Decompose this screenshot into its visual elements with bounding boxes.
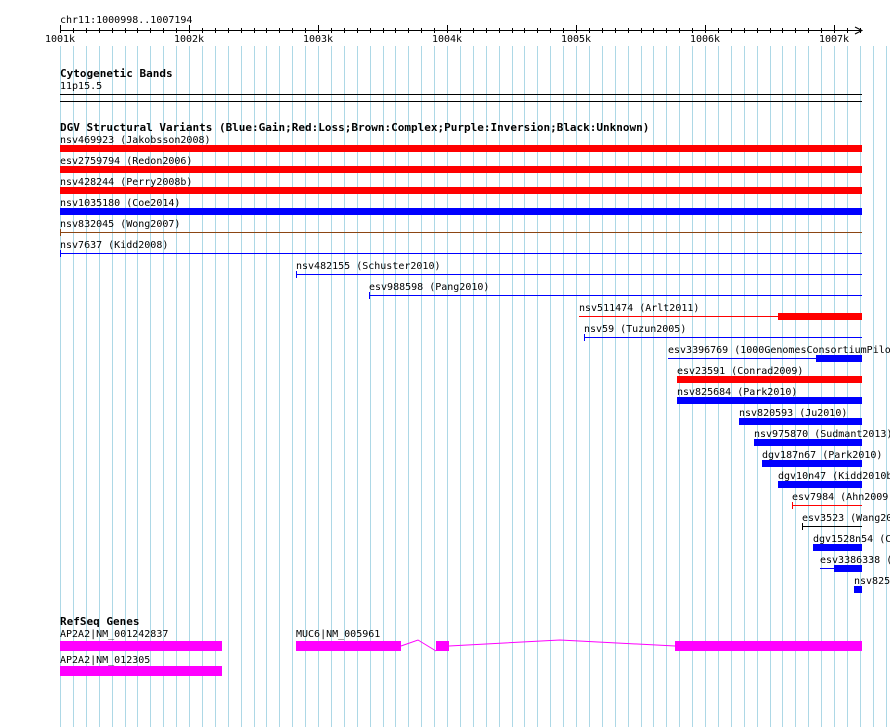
variant-label[interactable]: dgv10n47 (Kidd2010b — [778, 471, 890, 482]
variant-bar — [677, 397, 862, 404]
variant-bar — [834, 565, 862, 572]
variant-label[interactable]: esv3523 (Wang20 — [802, 513, 890, 524]
variant-label[interactable]: nsv832045 (Wong2007) — [60, 219, 181, 230]
variant-label[interactable]: nsv482155 (Schuster2010) — [296, 261, 441, 272]
ruler-tick: 1006k — [689, 34, 721, 45]
variant-label[interactable]: nsv825684 (Park2010) — [677, 387, 798, 398]
variant-bar — [762, 460, 862, 467]
ruler-tick: 1004k — [431, 34, 463, 45]
ruler-tick: 1007k — [818, 34, 850, 45]
variant-label[interactable]: nsv825 — [854, 576, 890, 587]
variant-label[interactable]: nsv511474 (Arlt2011) — [579, 303, 700, 314]
gene-exon — [436, 641, 449, 651]
gene-intron — [400, 639, 437, 652]
gene-exon — [675, 641, 862, 651]
gene-exon — [296, 641, 401, 651]
ruler-tick: 1001k — [44, 34, 76, 45]
variant-bar — [816, 355, 862, 362]
cytoband-label: 11p15.5 — [60, 81, 103, 92]
variant-label[interactable]: nsv975870 (Sudmant2013) — [754, 429, 890, 440]
gene-label[interactable]: AP2A2|NM_012305 — [60, 655, 151, 666]
variant-label[interactable]: nsv1035180 (Coe2014) — [60, 198, 181, 209]
variant-label[interactable]: esv7984 (Ahn2009) — [792, 492, 890, 503]
ruler-tick: 1002k — [173, 34, 205, 45]
dgv-track-title: DGV Structural Variants (Blue:Gain;Red:L… — [60, 121, 650, 134]
ruler-tick: 1003k — [302, 34, 334, 45]
variant-label[interactable]: nsv820593 (Ju2010) — [739, 408, 848, 419]
refseq-track-title: RefSeq Genes — [60, 615, 140, 628]
variant-label[interactable]: esv23591 (Conrad2009) — [677, 366, 804, 377]
variant-bar — [754, 439, 862, 446]
variant-label[interactable]: nsv469923 (Jakobsson2008) — [60, 135, 211, 146]
variant-bar — [60, 208, 862, 215]
variant-bar — [677, 376, 862, 383]
ruler-arrow — [854, 26, 864, 35]
variant-bar — [739, 418, 862, 425]
gene-intron — [448, 639, 676, 647]
variant-label[interactable]: esv988598 (Pang2010) — [369, 282, 490, 293]
variant-label[interactable]: esv3396769 (1000GenomesConsortiumPilo — [668, 345, 890, 356]
variant-bar — [60, 166, 862, 173]
ruler-tick: 1005k — [560, 34, 592, 45]
gene-exon — [60, 641, 222, 651]
variant-bar — [854, 586, 862, 593]
variant-label[interactable]: nsv428244 (Perry2008b) — [60, 177, 193, 188]
cytoband-track-title: Cytogenetic Bands — [60, 67, 173, 80]
variant-bar — [60, 145, 862, 152]
variant-bar — [778, 313, 862, 320]
gene-label[interactable]: MUC6|NM_005961 — [296, 629, 381, 640]
variant-bar — [778, 481, 862, 488]
variant-label[interactable]: dgv1528n54 (C — [813, 534, 890, 545]
variant-bar — [813, 544, 862, 551]
variant-label[interactable]: esv3386338 ( — [820, 555, 890, 566]
variant-bar — [60, 187, 862, 194]
variant-label[interactable]: nsv59 (Tuzun2005) — [584, 324, 687, 335]
variant-label[interactable]: nsv7637 (Kidd2008) — [60, 240, 169, 251]
gene-exon — [60, 666, 222, 676]
gene-label[interactable]: AP2A2|NM_001242837 — [60, 629, 169, 640]
ruler-position: chr11:1000998..1007194 — [60, 15, 193, 26]
variant-label[interactable]: esv2759794 (Redon2006) — [60, 156, 193, 167]
variant-label[interactable]: dgv187n67 (Park2010) — [762, 450, 883, 461]
